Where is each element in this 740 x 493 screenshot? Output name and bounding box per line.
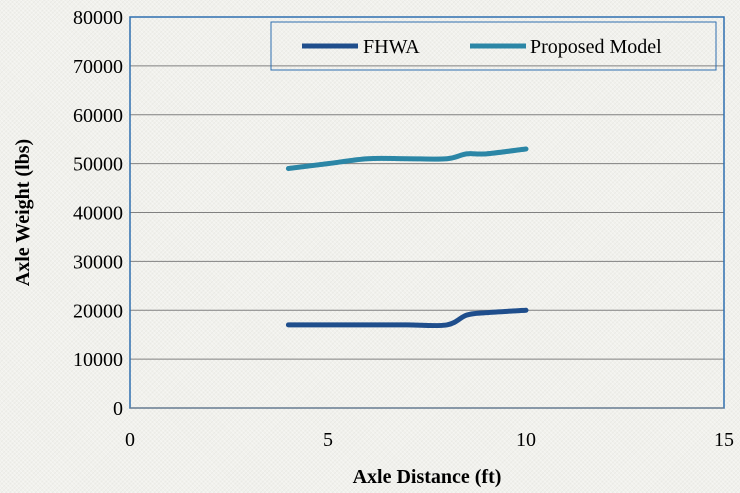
legend-box <box>270 21 717 71</box>
legend: FHWA Proposed Model <box>270 21 717 71</box>
y-tick-label: 50000 <box>73 154 123 176</box>
x-tick-label: 15 <box>714 429 734 451</box>
x-tick-label: 5 <box>323 429 333 451</box>
y-tick-label: 60000 <box>73 105 123 127</box>
grid-lines <box>130 65 724 360</box>
y-tick-label: 70000 <box>73 56 123 78</box>
y-axis-tick-labels: 0 10000 20000 30000 40000 50000 60000 70000 8000… <box>73 7 123 420</box>
y-axis-title: Axle Weight (lbs) <box>12 139 34 286</box>
x-tick-label: 0 <box>125 429 135 451</box>
y-tick-label: 80000 <box>73 7 123 29</box>
series-line-fhwa <box>285 307 529 329</box>
legend-label: Proposed Model <box>530 36 662 58</box>
series-line-proposed-model <box>285 146 529 172</box>
x-axis-tick-labels: 0 5 10 15 <box>125 429 734 451</box>
legend-label: FHWA <box>363 36 420 58</box>
y-tick-label: 30000 <box>73 251 123 273</box>
y-tick-label: 20000 <box>73 300 123 322</box>
x-axis-title: Axle Distance (ft) <box>353 466 502 488</box>
y-tick-label: 0 <box>113 398 123 420</box>
series-lines <box>285 146 529 329</box>
x-tick-label: 10 <box>516 429 536 451</box>
y-tick-label: 10000 <box>73 349 123 371</box>
y-tick-label: 40000 <box>73 203 123 225</box>
